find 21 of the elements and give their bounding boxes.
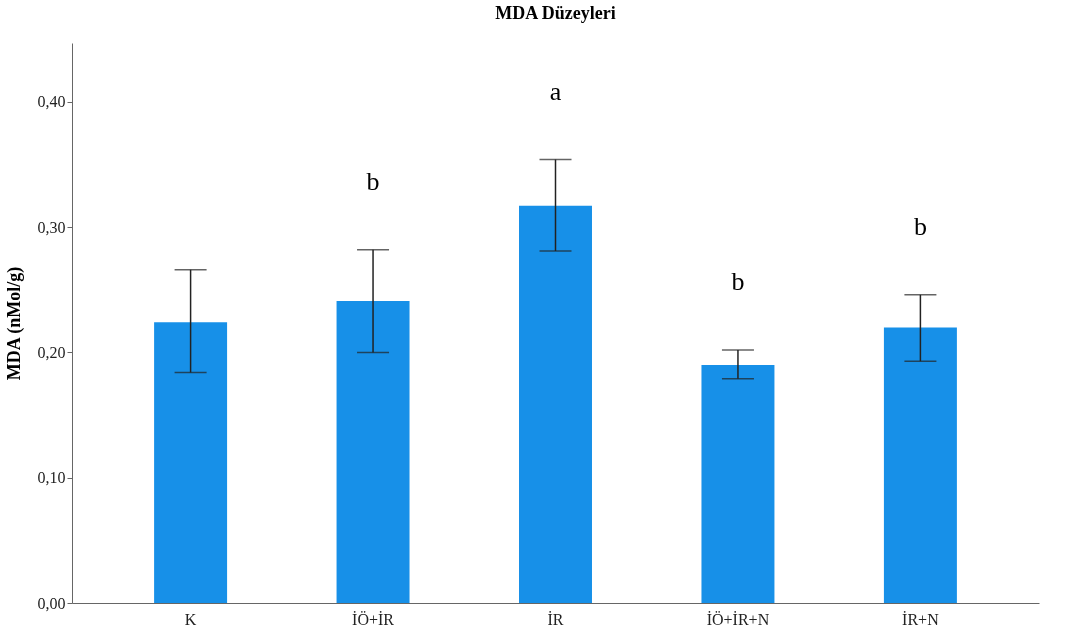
x-tick-label: İÖ+İR [352,610,395,628]
bar [883,327,957,603]
y-tick-label: 0,20 [37,343,66,361]
x-tick-label: K [184,610,197,628]
x-tick-label: İR+N [902,610,940,628]
bar [701,364,775,603]
bar [336,301,410,603]
chart-title: MDA Düzeyleri [495,3,616,23]
bar [519,205,592,603]
x-tick-label: İR [547,610,564,628]
y-tick-label: 0,00 [37,594,66,612]
annotation: b [731,266,745,296]
annotation: b [366,166,380,196]
y-axis-title: MDA (nMol/g) [3,266,25,381]
annotation: b [913,211,927,241]
y-tick-label: 0,30 [37,218,66,236]
x-tick-label: İÖ+İR+N [706,610,770,628]
y-tick-label: 0,10 [37,469,66,487]
bar [154,322,228,603]
y-tick-label: 0,40 [37,93,66,111]
annotation: a [549,76,562,106]
